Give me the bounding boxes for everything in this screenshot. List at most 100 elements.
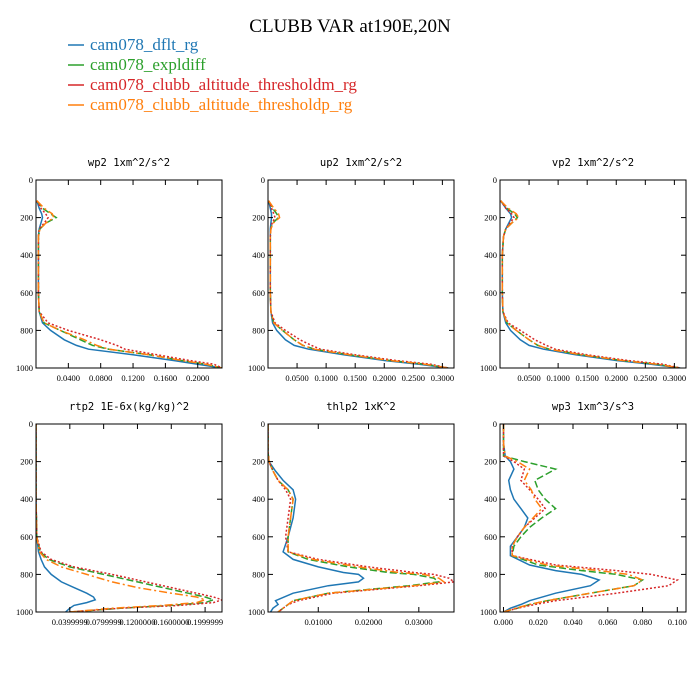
y-tick-label: 200 (20, 457, 33, 467)
series-line (268, 424, 365, 612)
plot-frame (267, 423, 455, 613)
plot-frame (499, 179, 687, 369)
series-line (500, 200, 681, 368)
y-tick-label: 400 (252, 250, 265, 260)
y-tick-label: 1000 (480, 363, 497, 373)
chart-panel: up2 1xm^2/s^2 0 200 400 600 800 1000 0.0500 0.10… (248, 157, 455, 383)
series-line (502, 424, 680, 612)
x-tick-label: 0.0400 (57, 373, 80, 383)
series-line (36, 200, 222, 368)
x-tick-label: 0.1000 (546, 373, 569, 383)
panel-title: up2 1xm^2/s^2 (320, 157, 402, 169)
y-tick-label: 200 (20, 213, 33, 223)
x-tick-label: 0.0500 (517, 373, 540, 383)
y-tick-label: 200 (484, 457, 497, 467)
series-line (268, 200, 449, 368)
plot-frame (267, 179, 455, 369)
legend-entry: cam078_clubb_altitude_thresholdp_rg (90, 95, 353, 114)
chart-panel: wp2 1xm^2/s^2 0 200 400 600 800 1000 0.0400 0.08… (16, 157, 223, 383)
panel-title: vp2 1xm^2/s^2 (552, 157, 634, 169)
panel-title: rtp2 1E-6x(kg/kg)^2 (69, 401, 189, 413)
y-tick-label: 800 (252, 325, 265, 335)
legend-entry: cam078_dflt_rg (90, 35, 199, 54)
series-line (502, 424, 645, 612)
y-tick-label: 400 (20, 494, 33, 504)
x-tick-label: 0.0399999 (52, 617, 88, 627)
y-tick-label: 600 (484, 288, 497, 298)
panel-title: wp2 1xm^2/s^2 (88, 157, 170, 169)
y-tick-label: 0 (261, 175, 265, 185)
y-tick-label: 600 (484, 532, 497, 542)
legend-entry: cam078_clubb_altitude_thresholdm_rg (90, 75, 357, 94)
y-tick-label: 400 (252, 494, 265, 504)
plot-frame (499, 423, 687, 613)
y-tick-label: 800 (252, 569, 265, 579)
series-line (36, 424, 208, 612)
panel-title: thlp2 1xK^2 (326, 401, 396, 413)
series-line (268, 200, 449, 368)
x-tick-label: 0.2000 (605, 373, 628, 383)
y-tick-label: 0 (493, 419, 497, 429)
y-tick-label: 400 (484, 494, 497, 504)
x-tick-label: 0.060 (598, 617, 617, 627)
y-tick-label: 1000 (248, 363, 265, 373)
x-tick-label: 0.040 (563, 617, 582, 627)
y-tick-label: 200 (484, 213, 497, 223)
x-tick-label: 0.000 (494, 617, 513, 627)
series-line (268, 424, 446, 612)
y-tick-label: 0 (29, 175, 33, 185)
series-line (36, 424, 216, 612)
chart-panel: rtp2 1E-6x(kg/kg)^2 0 200 400 600 800 1000 0.03… (16, 401, 223, 627)
x-tick-label: 0.080 (633, 617, 652, 627)
series-line (500, 200, 681, 368)
x-tick-label: 0.0500 (285, 373, 308, 383)
series-line (500, 200, 681, 368)
y-tick-label: 1000 (16, 363, 33, 373)
x-tick-label: 0.03000 (405, 617, 433, 627)
y-tick-label: 1000 (480, 607, 497, 617)
series-line (36, 200, 222, 368)
series-line (502, 424, 601, 612)
series-line (36, 424, 97, 612)
series-line (500, 200, 681, 368)
y-tick-label: 800 (20, 325, 33, 335)
legend-entry: cam078_expldiff (90, 55, 206, 74)
series-line (36, 200, 222, 368)
x-tick-label: 0.3000 (431, 373, 454, 383)
y-tick-label: 600 (20, 532, 33, 542)
y-tick-label: 0 (261, 419, 265, 429)
y-tick-label: 800 (484, 569, 497, 579)
y-tick-label: 200 (252, 457, 265, 467)
x-tick-label: 0.2000 (186, 373, 209, 383)
plot-frame (35, 423, 223, 613)
figure-title: CLUBB VAR at190E,20N (249, 16, 451, 37)
x-tick-label: 0.1600 (154, 373, 177, 383)
x-tick-label: 0.3000 (663, 373, 686, 383)
x-tick-label: 0.02000 (355, 617, 383, 627)
series-line (502, 424, 645, 612)
series-line (268, 200, 449, 368)
y-tick-label: 600 (20, 288, 33, 298)
y-tick-label: 800 (484, 325, 497, 335)
x-tick-label: 0.0800 (89, 373, 112, 383)
panel-title: wp3 1xm^3/s^3 (552, 401, 634, 413)
series-line (36, 200, 222, 368)
y-tick-label: 0 (493, 175, 497, 185)
chart-panel: vp2 1xm^2/s^2 0 200 400 600 800 1000 0.0500 0.10… (480, 157, 687, 383)
y-tick-label: 400 (484, 250, 497, 260)
x-tick-label: 0.1000 (314, 373, 337, 383)
y-tick-label: 200 (252, 213, 265, 223)
y-tick-label: 0 (29, 419, 33, 429)
x-tick-label: 0.0799999 (86, 617, 122, 627)
x-tick-label: 0.2500 (634, 373, 657, 383)
x-tick-label: 0.020 (529, 617, 548, 627)
x-tick-label: 0.100 (668, 617, 687, 627)
series-line (268, 200, 449, 368)
x-tick-label: 0.01000 (304, 617, 332, 627)
y-tick-label: 1000 (16, 607, 33, 617)
legend: cam078_dflt_rgcam078_expldiffcam078_club… (68, 35, 357, 114)
x-tick-label: 0.1500 (344, 373, 367, 383)
